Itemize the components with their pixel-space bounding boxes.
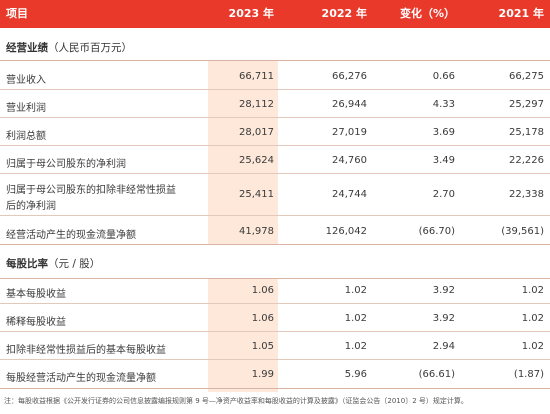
row-label: 每股经营活动产生的现金流量净额	[6, 373, 156, 384]
footnote: 注：每股收益根据《公开发行证券的公司信息披露编报规则第 9 号—净资产收益率和每…	[4, 397, 468, 405]
value-2021: 1.02	[521, 285, 544, 296]
header-item: 项目	[6, 7, 28, 20]
row-label: 基本每股收益	[6, 289, 66, 300]
row-label: 归属于母公司股东的净利润	[6, 159, 126, 170]
value-change: (66.61)	[418, 369, 455, 380]
row-label: 利润总额	[6, 131, 46, 142]
value-2021: 1.02	[521, 341, 544, 352]
value-2023: 1.99	[251, 369, 274, 380]
value-2021: 66,275	[509, 71, 544, 82]
divider	[0, 331, 550, 332]
value-2021: 1.02	[521, 313, 544, 324]
section-title: 经营业绩	[6, 42, 48, 54]
value-2022: 1.02	[344, 341, 367, 352]
highlight-column-2023	[208, 60, 278, 244]
value-change: 0.66	[432, 71, 455, 82]
value-2022: 27,019	[332, 127, 367, 138]
value-2021: 25,297	[509, 99, 544, 110]
value-2021: 25,178	[509, 127, 544, 138]
divider	[0, 60, 550, 61]
value-2023: 1.05	[251, 341, 274, 352]
row-label: 稀释每股收益	[6, 317, 66, 328]
value-2021: (1.87)	[513, 369, 544, 380]
value-change: 4.33	[432, 99, 455, 110]
row-label: 营业利润	[6, 103, 46, 114]
value-change: 2.94	[432, 341, 455, 352]
value-2022: 126,042	[325, 226, 367, 237]
value-2021: 22,338	[509, 189, 544, 200]
value-2022: 24,744	[332, 189, 367, 200]
value-2022: 5.96	[344, 369, 367, 380]
divider	[0, 215, 550, 216]
divider	[0, 89, 550, 90]
section-title: 每股比率	[6, 258, 48, 270]
row-label: 经营活动产生的现金流量净额	[6, 230, 136, 241]
divider	[0, 278, 550, 279]
value-2023: 25,624	[239, 155, 274, 166]
value-2023: 41,978	[239, 226, 274, 237]
value-2022: 1.02	[344, 313, 367, 324]
divider	[0, 359, 550, 360]
divider	[0, 173, 550, 174]
value-change: 3.92	[432, 313, 455, 324]
value-change: (66.70)	[418, 226, 455, 237]
divider	[0, 244, 550, 245]
value-change: 3.49	[432, 155, 455, 166]
value-2023: 1.06	[251, 285, 274, 296]
row-label-continued: 后的净利润	[6, 201, 56, 212]
value-2023: 25,411	[239, 189, 274, 200]
value-2022: 66,276	[332, 71, 367, 82]
value-change: 3.69	[432, 127, 455, 138]
table-header: 项目 2023 年 2022 年 变化（%） 2021 年	[0, 0, 550, 28]
header-2021: 2021 年	[498, 7, 544, 20]
row-label: 归属于母公司股东的扣除非经常性损益	[6, 185, 176, 196]
row-label: 扣除非经常性损益后的基本每股收益	[6, 345, 166, 356]
divider	[0, 388, 550, 389]
value-2022: 1.02	[344, 285, 367, 296]
highlight-column-2023-ratios	[208, 278, 278, 392]
value-2022: 26,944	[332, 99, 367, 110]
value-2021: (39,561)	[501, 226, 544, 237]
row-label: 营业收入	[6, 75, 46, 86]
header-2022: 2022 年	[321, 7, 367, 20]
value-2022: 24,760	[332, 155, 367, 166]
value-2023: 28,017	[239, 127, 274, 138]
divider	[0, 145, 550, 146]
header-2023: 2023 年	[228, 7, 274, 20]
value-change: 3.92	[432, 285, 455, 296]
section-unit: （元 / 股）	[48, 258, 101, 270]
value-2023: 28,112	[239, 99, 274, 110]
header-change: 变化（%）	[399, 7, 455, 20]
value-2023: 66,711	[239, 71, 274, 82]
section-unit: （人民币百万元）	[48, 42, 132, 54]
value-change: 2.70	[432, 189, 455, 200]
value-2023: 1.06	[251, 313, 274, 324]
divider	[0, 303, 550, 304]
value-2021: 22,226	[509, 155, 544, 166]
divider	[0, 117, 550, 118]
